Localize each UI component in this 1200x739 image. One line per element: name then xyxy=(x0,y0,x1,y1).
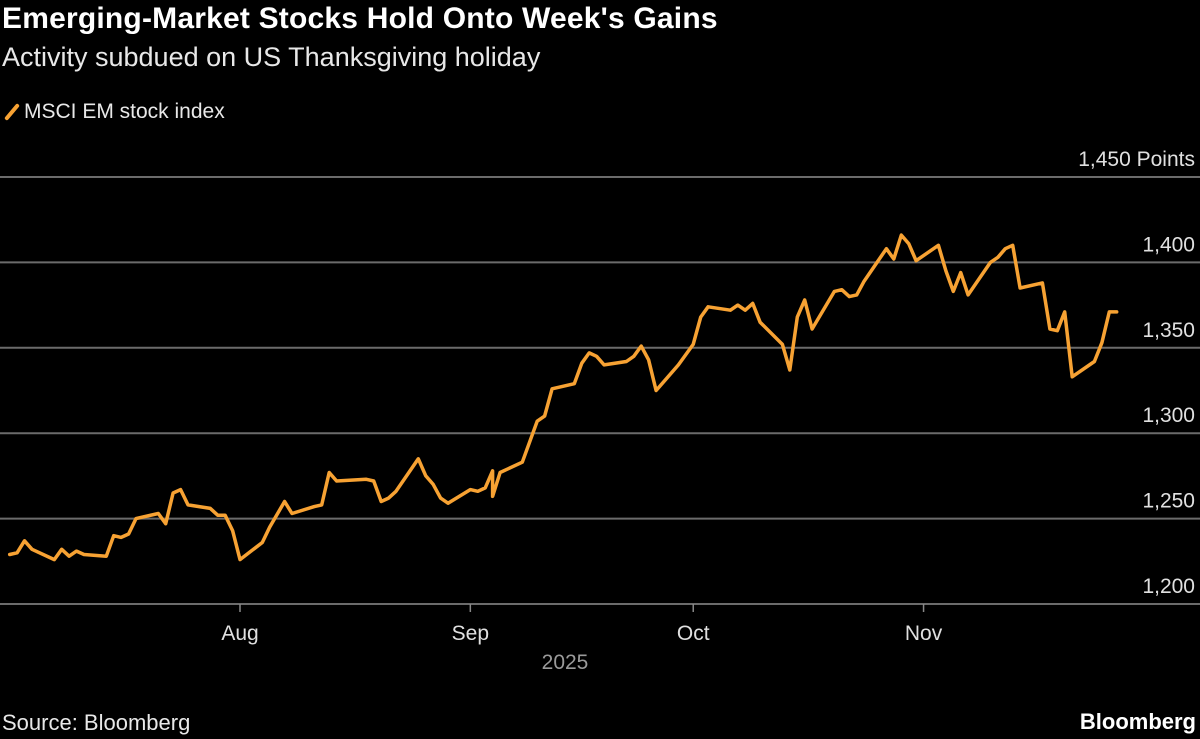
y-tick-label: 1,400 xyxy=(1142,233,1195,256)
y-tick-label: 1,350 xyxy=(1142,319,1195,342)
x-tick-label: Aug xyxy=(221,622,258,645)
x-tick-label: Sep xyxy=(452,622,489,645)
y-tick-label: 1,200 xyxy=(1142,575,1195,598)
series-line-msci-em xyxy=(7,233,1119,562)
legend-label: MSCI EM stock index xyxy=(24,100,225,123)
x-axis-title: 2025 xyxy=(542,651,589,674)
source-note: Source: Bloomberg xyxy=(2,710,191,735)
y-tick-label: 1,250 xyxy=(1142,490,1195,513)
y-tick-label: 1,300 xyxy=(1142,404,1195,427)
bloomberg-logo: Bloomberg xyxy=(1079,709,1196,734)
legend: MSCI EM stock index xyxy=(4,100,225,124)
y-tick-label: 1,450 Points xyxy=(1078,148,1195,171)
x-tick-label: Oct xyxy=(677,622,710,645)
x-tick-label: Nov xyxy=(905,622,943,645)
chart-title: Emerging-Market Stocks Hold Onto Week's … xyxy=(2,2,718,35)
chart-subtitle: Activity subdued on US Thanksgiving holi… xyxy=(2,42,541,72)
